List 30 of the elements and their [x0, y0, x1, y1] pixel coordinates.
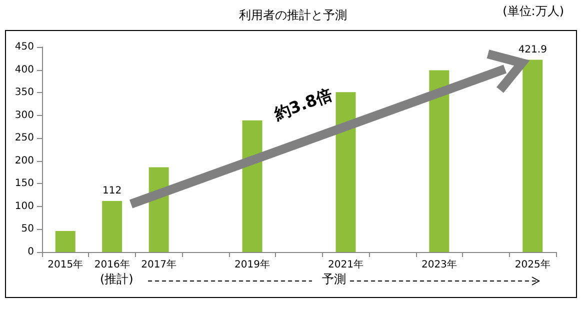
y-tick-label: 150 [14, 178, 34, 190]
text: (単位:万人) [502, 4, 564, 18]
data-label: 421.9 [518, 44, 547, 56]
data-label: 112 [102, 185, 122, 196]
bar [55, 231, 76, 252]
y-tick-label: 300 [14, 110, 34, 121]
x-tick-label: 2025年 [514, 258, 550, 270]
y-tick-label: 450 [14, 42, 34, 52]
bar [242, 120, 262, 252]
text: (推計) [100, 272, 134, 286]
y-tick-label: 0 [28, 246, 34, 258]
y-tick-label: 400 [14, 64, 34, 76]
x-tick-label: 2016年 [94, 258, 130, 270]
x-tick-label: 2017年 [141, 258, 177, 270]
y-tick-label: 250 [14, 132, 34, 144]
chart-title: 利用者の推計と予測 [239, 8, 347, 22]
x-tick-label: 2019年 [234, 258, 270, 270]
y-tick-label: 350 [14, 87, 34, 98]
bar [429, 70, 450, 252]
x-tick-label: 2023年 [421, 258, 457, 270]
annotation: 約3.8倍 [270, 84, 335, 124]
x-tick-label: 2015年 [48, 258, 84, 270]
text: 予測 [322, 272, 346, 286]
y-tick-label: 50 [21, 224, 34, 235]
bar [102, 200, 122, 252]
x-tick-label: 2021年 [328, 258, 364, 270]
y-tick-label: 100 [14, 200, 34, 212]
bar [336, 92, 356, 252]
y-tick-label: 200 [14, 155, 34, 166]
bar [522, 60, 543, 252]
